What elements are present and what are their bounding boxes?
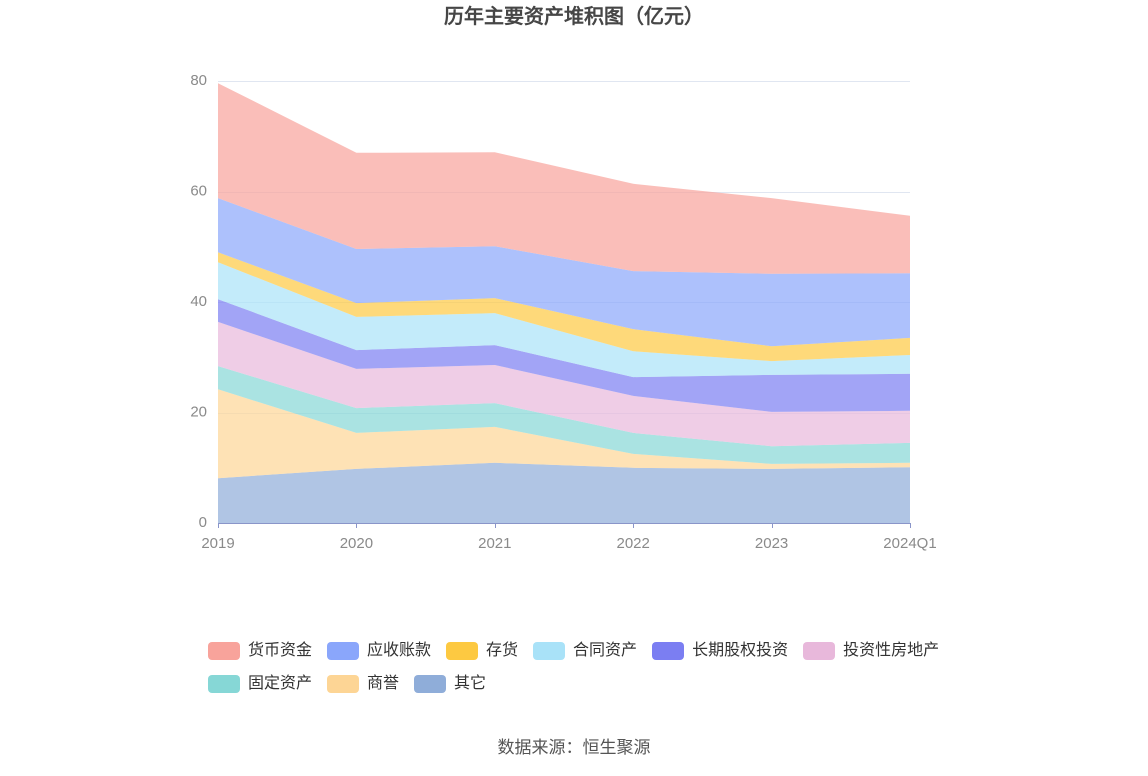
area-series-1 [218,198,910,347]
area-series-5 [218,321,910,447]
legend-label: 其它 [454,675,487,692]
legend-label: 货币资金 [248,642,313,659]
y-tick-label: 80 [190,72,207,89]
legend-label: 长期股权投资 [692,642,789,659]
label-layer: 0 20 40 60 80 2019 2020 2021 2022 2023 2024Q1 [190,72,936,552]
legend-swatch [327,642,360,660]
legend-label: 固定资产 [248,675,313,692]
area-series-8 [218,462,910,523]
area-series-4 [218,299,910,412]
x-tick-label: 2020 [340,535,373,552]
x-tick-label: 2019 [201,535,234,552]
legend-swatch [446,642,479,660]
legend-row: 货币资金 应收账款 存货 合同资产 长期股权投资 投资性房地产 [208,641,954,661]
legend-label: 存货 [486,642,519,659]
legend-label: 投资性房地产 [843,642,940,659]
area-series-7 [218,389,910,479]
x-tick-label: 2023 [755,535,788,552]
legend-row: 固定资产 商誉 其它 [208,674,501,694]
axis-layer [218,523,911,528]
legend-item-receivables[interactable]: 应收账款 [327,641,431,661]
legend-item-inventory[interactable]: 存货 [446,641,518,661]
legend-item-long-term-equity[interactable]: 长期股权投资 [652,641,788,661]
area-series-0 [218,83,910,274]
legend-item-goodwill[interactable]: 商誉 [327,674,399,694]
area-layer [218,83,910,523]
x-tick-label: 2024Q1 [883,535,936,552]
x-tick-label: 2022 [617,535,650,552]
area-series-3 [218,262,910,378]
legend-item-investment-property[interactable]: 投资性房地产 [803,641,939,661]
legend-item-other[interactable]: 其它 [414,674,486,694]
legend-swatch [533,642,566,660]
legend-swatch [208,675,240,693]
y-tick-label: 20 [190,403,207,420]
legend-item-cash[interactable]: 货币资金 [208,641,312,661]
y-tick-label: 0 [199,514,207,531]
area-series-6 [218,366,910,464]
legend-swatch [652,642,685,660]
x-tick-label: 2021 [478,535,511,552]
legend-label: 商誉 [367,675,400,692]
legend-item-fixed-assets[interactable]: 固定资产 [208,674,312,694]
legend-label: 合同资产 [573,642,638,659]
legend-swatch [803,642,836,660]
legend-swatch [414,675,447,693]
y-tick-label: 40 [190,293,207,310]
legend-item-contract-assets[interactable]: 合同资产 [533,641,637,661]
chart-title: 历年主要资产堆积图（亿元） [444,6,704,28]
legend-swatch [327,675,360,693]
area-series-2 [218,252,910,362]
legend-label: 应收账款 [367,642,432,659]
source-note: 数据来源：恒生聚源 [497,738,651,757]
legend-swatch [208,642,240,660]
y-tick-label: 60 [190,182,207,199]
